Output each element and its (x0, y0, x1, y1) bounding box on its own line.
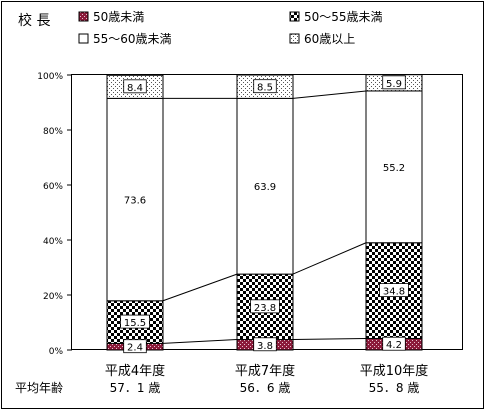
legend-label-over60: 60歳以上 (304, 32, 355, 46)
x-category-label: 平成4年度 (105, 363, 165, 379)
legend-label-55-60: 55〜60歳未満 (93, 32, 172, 46)
value-label-under50: 4.2 (386, 340, 402, 351)
value-label-over60: 8.5 (257, 83, 273, 94)
value-label-55-60: 63.9 (254, 182, 276, 193)
y-tick-label: 100% (37, 72, 63, 82)
legend-swatch-under50 (79, 12, 88, 21)
y-tick-label: 0% (49, 347, 64, 357)
value-label-over60: 8.4 (127, 83, 143, 94)
value-label-55-60: 73.6 (124, 196, 146, 207)
value-label-50-55: 23.8 (254, 303, 276, 314)
y-tick-label: 80% (43, 127, 63, 137)
y-tick-label: 20% (43, 292, 63, 302)
legend-label-50-55: 50〜55歳未満 (304, 10, 383, 24)
value-label-under50: 2.4 (127, 343, 143, 354)
x-category-label: 平成7年度 (235, 363, 295, 379)
value-label-55-60: 55.2 (383, 163, 405, 174)
legend-label-under50: 50歳未満 (93, 10, 144, 24)
x-category-label: 平成10年度 (360, 363, 429, 379)
value-label-50-55: 34.8 (383, 287, 405, 298)
legend-swatch-55-60 (79, 34, 88, 43)
average-age-value: 56．6 歳 (240, 381, 291, 395)
legend-swatch-50-55 (290, 12, 299, 21)
average-age-label: 平均年齢 (15, 380, 63, 395)
value-label-50-55: 15.5 (124, 318, 146, 329)
average-age-value: 55．8 歳 (369, 381, 420, 395)
y-tick-label: 60% (43, 182, 63, 192)
y-tick-label: 40% (43, 237, 63, 247)
average-age-values: 57．1 歳 56．6 歳 55．8 歳 (110, 381, 420, 395)
legend-swatch-over60 (290, 34, 299, 43)
chart-title: 校 長 (18, 12, 50, 29)
value-label-under50: 3.8 (257, 341, 273, 352)
average-age-value: 57．1 歳 (110, 381, 161, 395)
x-axis-labels: 平成4年度 平成7年度 平成10年度 (105, 363, 428, 379)
value-label-over60: 5.9 (386, 79, 402, 90)
